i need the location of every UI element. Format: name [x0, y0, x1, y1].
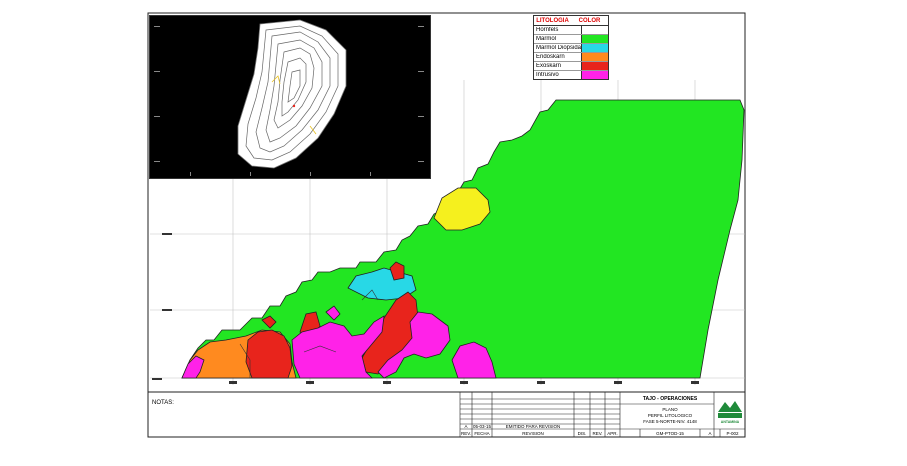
col-app: APR.	[607, 431, 618, 436]
col-date: FECHA	[474, 431, 490, 436]
col-by: DIS.	[577, 431, 587, 436]
intrusivo-unit-4	[181, 355, 205, 379]
logo-text: ANTAMINA	[720, 420, 740, 424]
exoskarn-unit	[245, 329, 293, 379]
axis-ticks	[152, 233, 699, 384]
col-desc: REVISION	[522, 431, 544, 436]
title-block	[459, 391, 746, 438]
intrusivo-unit-2	[377, 311, 451, 379]
legend-swatch	[581, 26, 608, 34]
marmol-unit	[181, 99, 745, 379]
legend-label: Marmol	[536, 36, 557, 42]
legend-label: Exoskarn	[536, 63, 562, 69]
col-rev: REV.	[460, 431, 472, 436]
legend-row: Exoskarn	[534, 62, 608, 71]
drawing-number: GM-PTOD-15	[656, 431, 684, 436]
legend-row: Intrusivo	[534, 71, 608, 79]
geologic-profile	[181, 99, 745, 379]
revision-date: 05-03-15	[472, 424, 491, 429]
plan-subtitle: PERFIL LITOLOGICO	[647, 413, 693, 418]
legend-label: Endoskarn	[536, 54, 565, 60]
revision-letter: A	[464, 424, 468, 429]
intrusivo-unit-3	[451, 341, 497, 379]
legend-row: Endoskarn	[534, 53, 608, 62]
revision-description: EMITIDO PARA REVISION	[505, 424, 561, 429]
legend-swatch	[581, 71, 608, 79]
contour-map	[150, 16, 430, 178]
legend-header-name: LITOLOGIA	[536, 17, 569, 24]
intrusivo-unit-5	[325, 305, 341, 321]
legend-row: Hornfels	[534, 26, 608, 35]
intrusivo-unit	[291, 315, 385, 379]
legend-label: Hornfels	[536, 27, 559, 33]
legend-row: Marmol Diopsida	[534, 44, 608, 53]
legend-label: Marmol Diopsida	[536, 45, 581, 51]
sheet-number: P-002	[726, 431, 739, 436]
exoskarn-unit-4	[389, 261, 405, 281]
sheet-border	[147, 12, 746, 438]
legend-swatch	[581, 62, 608, 70]
legend-header: LITOLOGIA COLOR	[534, 16, 608, 26]
legend-row: Marmol	[534, 35, 608, 44]
legend-swatch	[581, 35, 608, 43]
sheet-revision: A	[708, 431, 712, 436]
legend-header-color: COLOR	[578, 17, 601, 24]
plan-label: PLANO	[662, 407, 678, 412]
legend-label: Intrusivo	[536, 72, 559, 78]
lithology-legend: LITOLOGIA COLOR Hornfels Marmol Marmol D…	[533, 15, 609, 80]
exoskarn-unit-5	[261, 315, 277, 329]
legend-swatch	[581, 53, 608, 61]
plan-level: FASE 5-NORTE-NIV. 4148	[643, 419, 697, 424]
legend-swatch	[581, 44, 608, 52]
contour-map-inset	[149, 15, 431, 179]
col-chk: REV.	[592, 431, 603, 436]
yellow-unit	[433, 187, 491, 231]
notes-label: NOTAS:	[152, 400, 174, 406]
department-title: TAJO - OPERACIONES	[642, 396, 698, 402]
company-logo	[716, 398, 744, 420]
